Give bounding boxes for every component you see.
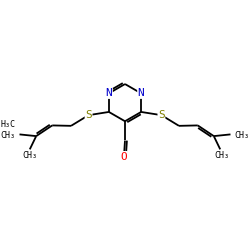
Text: H₃C: H₃C: [0, 120, 15, 129]
Text: CH₃: CH₃: [215, 151, 230, 160]
Text: N: N: [106, 88, 112, 98]
Text: N: N: [138, 88, 144, 98]
Text: S: S: [85, 110, 92, 120]
Text: S: S: [158, 110, 165, 120]
Text: CH₃: CH₃: [0, 131, 15, 140]
Text: O: O: [120, 152, 127, 162]
Text: CH₃: CH₃: [22, 151, 37, 160]
Text: CH₃: CH₃: [235, 131, 250, 140]
